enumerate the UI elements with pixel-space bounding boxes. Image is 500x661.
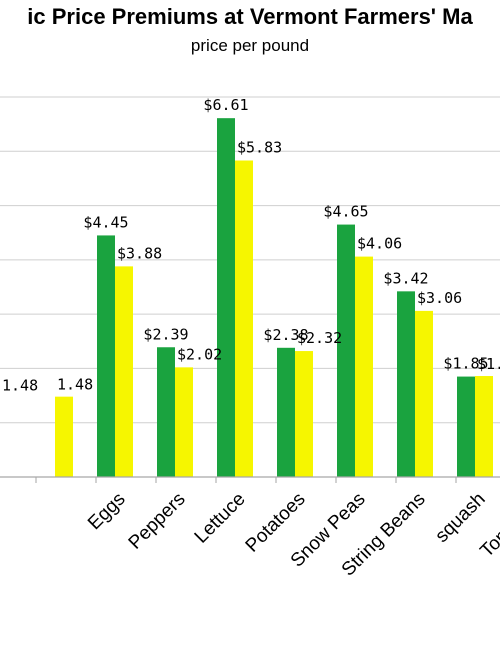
bar-yellow: [115, 266, 133, 477]
bar-green: [397, 291, 415, 477]
bar-yellow: [415, 310, 433, 477]
data-label: $4.65: [323, 203, 368, 221]
x-tick-label: Peppers: [125, 489, 190, 554]
bar-green: [457, 376, 475, 477]
bar-yellow: [55, 396, 73, 477]
data-label: $2.39: [143, 325, 188, 343]
bar-green: [157, 347, 175, 477]
data-label: $4.06: [357, 235, 402, 253]
data-label: $5.83: [237, 139, 282, 157]
bar-yellow: [355, 256, 373, 477]
data-label: $6.61: [203, 96, 248, 114]
x-tick-label: Lettuce: [191, 489, 250, 548]
data-label: $2.38: [263, 326, 308, 344]
bar-yellow: [295, 351, 313, 477]
data-label: $3.06: [417, 289, 462, 307]
bar-yellow: [235, 160, 253, 477]
data-labels: 1.48$4.45$3.88$2.39$2.02$6.61$5.83$2.38$…: [2, 96, 500, 394]
bars: [55, 118, 493, 478]
data-label: 1.48: [2, 377, 38, 395]
data-label: $2.02: [177, 345, 222, 363]
data-label: 1.48: [57, 376, 93, 394]
bar-green: [217, 118, 235, 478]
chart-title: ic Price Premiums at Vermont Farmers' Ma: [27, 4, 473, 29]
x-tick-label: Eggs: [84, 489, 129, 534]
bar-green: [97, 235, 115, 477]
bar-green: [337, 224, 355, 477]
x-tick-label: squash: [431, 489, 489, 547]
data-label: $4.45: [83, 213, 128, 231]
data-label: $1.86: [477, 355, 500, 373]
bar-yellow: [475, 376, 493, 477]
data-label: $2.32: [297, 329, 342, 347]
bar-yellow: [175, 367, 193, 477]
bar-green: [277, 347, 295, 477]
data-label: $3.88: [117, 244, 162, 262]
data-label: $3.42: [383, 269, 428, 287]
chart-subtitle: price per pound: [190, 36, 310, 55]
data-label: $1.85: [443, 355, 488, 373]
